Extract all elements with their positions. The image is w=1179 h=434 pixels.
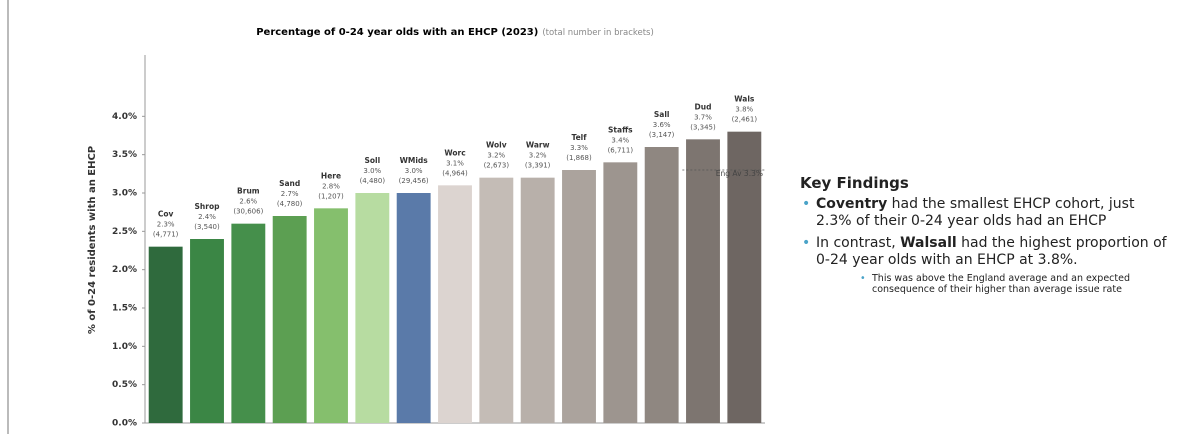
- bar-category-label: Staffs: [608, 125, 633, 134]
- bar-value-label: 3.2%: [487, 152, 505, 160]
- bar-category-label: Telf: [571, 133, 587, 142]
- bar-count-label: (4,964): [442, 169, 468, 177]
- bar-value-label: 2.7%: [281, 190, 299, 198]
- bar: [148, 246, 183, 423]
- bar-count-label: (3,540): [194, 223, 220, 231]
- bar-count-label: (4,480): [360, 177, 386, 185]
- bullet-text: had the smallest EHCP cohort, just 2.3% …: [816, 196, 1135, 229]
- y-tick-label: 1.5%: [112, 304, 137, 314]
- bar-category-label: Wolv: [486, 141, 507, 150]
- bar: [603, 162, 638, 424]
- bar-category-label: Dud: [695, 102, 712, 111]
- bar-category-label: Soll: [364, 156, 380, 165]
- bar-count-label: (3,345): [690, 123, 716, 131]
- bullet-text: In contrast,: [816, 235, 901, 251]
- bar-value-label: 3.1%: [446, 159, 464, 167]
- bar: [644, 147, 679, 423]
- y-tick-label: 1.0%: [112, 342, 137, 352]
- bar: [231, 223, 266, 423]
- bar-value-label: 3.8%: [735, 106, 753, 114]
- bar-category-label: Sand: [279, 179, 300, 188]
- sub-list: This was above the England average and a…: [816, 273, 1172, 295]
- bar-category-label: Here: [321, 171, 341, 180]
- bar: [727, 131, 762, 423]
- y-tick-label: 0.0%: [112, 419, 137, 429]
- bullet: In contrast, Walsall had the highest pro…: [802, 235, 1172, 295]
- bullet-list: Coventry had the smallest EHCP cohort, j…: [800, 196, 1172, 295]
- bullet-text: Coventry: [816, 196, 888, 212]
- bar-count-label: (4,771): [153, 231, 179, 239]
- bar-value-label: 3.0%: [363, 167, 381, 175]
- bar-count-label: (3,147): [649, 131, 675, 139]
- bar: [396, 193, 431, 423]
- bar: [479, 177, 514, 423]
- bar: [355, 193, 390, 423]
- bar-count-label: (3,391): [525, 162, 551, 170]
- bar: [562, 170, 596, 423]
- bar-value-label: 3.3%: [570, 144, 588, 152]
- bar-value-label: 3.0%: [405, 167, 423, 175]
- bar-category-label: WMids: [400, 156, 429, 165]
- bar: [438, 185, 472, 423]
- bar-count-label: (1,868): [566, 154, 592, 162]
- y-tick-label: 3.0%: [112, 189, 137, 199]
- bar-value-label: 2.3%: [157, 221, 175, 229]
- bar: [272, 216, 307, 423]
- bar: [190, 239, 224, 423]
- bar-category-label: Brum: [237, 187, 260, 196]
- bar-value-label: 2.8%: [322, 182, 340, 190]
- bullet-text: had the highest proportion of 0-24 year …: [816, 235, 1167, 268]
- y-tick-label: 2.0%: [112, 265, 137, 275]
- bar-category-label: Sall: [654, 110, 670, 119]
- bar-value-label: 2.4%: [198, 213, 216, 221]
- bar: [314, 208, 348, 423]
- bar-count-label: (30,606): [233, 208, 263, 216]
- sub-bullet: This was above the England average and a…: [860, 273, 1172, 295]
- bar-value-label: 3.4%: [611, 136, 629, 144]
- bar-category-label: Shrop: [195, 202, 221, 211]
- reference-label: Eng Av 3.3%: [716, 169, 763, 178]
- bar: [520, 177, 555, 423]
- bar-count-label: (1,207): [318, 192, 344, 200]
- y-axis-label: % of 0-24 residents with an EHCP: [87, 146, 98, 334]
- bullet: Coventry had the smallest EHCP cohort, j…: [802, 196, 1172, 230]
- y-tick-label: 0.5%: [112, 380, 137, 390]
- bullet-text: Walsall: [900, 235, 957, 251]
- bar-value-label: 3.6%: [653, 121, 671, 129]
- bar-count-label: (2,461): [732, 116, 758, 124]
- bar: [686, 139, 720, 424]
- bar-count-label: (2,673): [484, 162, 510, 170]
- y-tick-label: 3.5%: [112, 150, 137, 160]
- bar-count-label: (29,456): [399, 177, 429, 185]
- key-findings: Key Findings Coventry had the smallest E…: [800, 174, 1172, 300]
- bar-value-label: 2.6%: [239, 198, 257, 206]
- bar-category-label: Cov: [158, 210, 174, 219]
- bar-category-label: Warw: [526, 141, 550, 150]
- subtitle: (total number in brackets): [542, 28, 653, 38]
- bar-category-label: Wals: [734, 95, 755, 104]
- bar-value-label: 3.7%: [694, 113, 712, 121]
- bar-count-label: (4,780): [277, 200, 303, 208]
- bar-value-label: 3.2%: [529, 152, 547, 160]
- y-tick-label: 2.5%: [112, 227, 137, 237]
- panel-title: Key Findings: [800, 174, 909, 192]
- bar-count-label: (6,711): [608, 146, 634, 154]
- chart-title: Percentage of 0-24 year olds with an EHC…: [256, 27, 654, 38]
- y-tick-label: 4.0%: [112, 112, 137, 122]
- bar-category-label: Worc: [444, 148, 465, 157]
- title: Percentage of 0-24 year olds with an EHC…: [256, 27, 538, 38]
- chart: Percentage of 0-24 year olds with an EHC…: [7, 0, 765, 434]
